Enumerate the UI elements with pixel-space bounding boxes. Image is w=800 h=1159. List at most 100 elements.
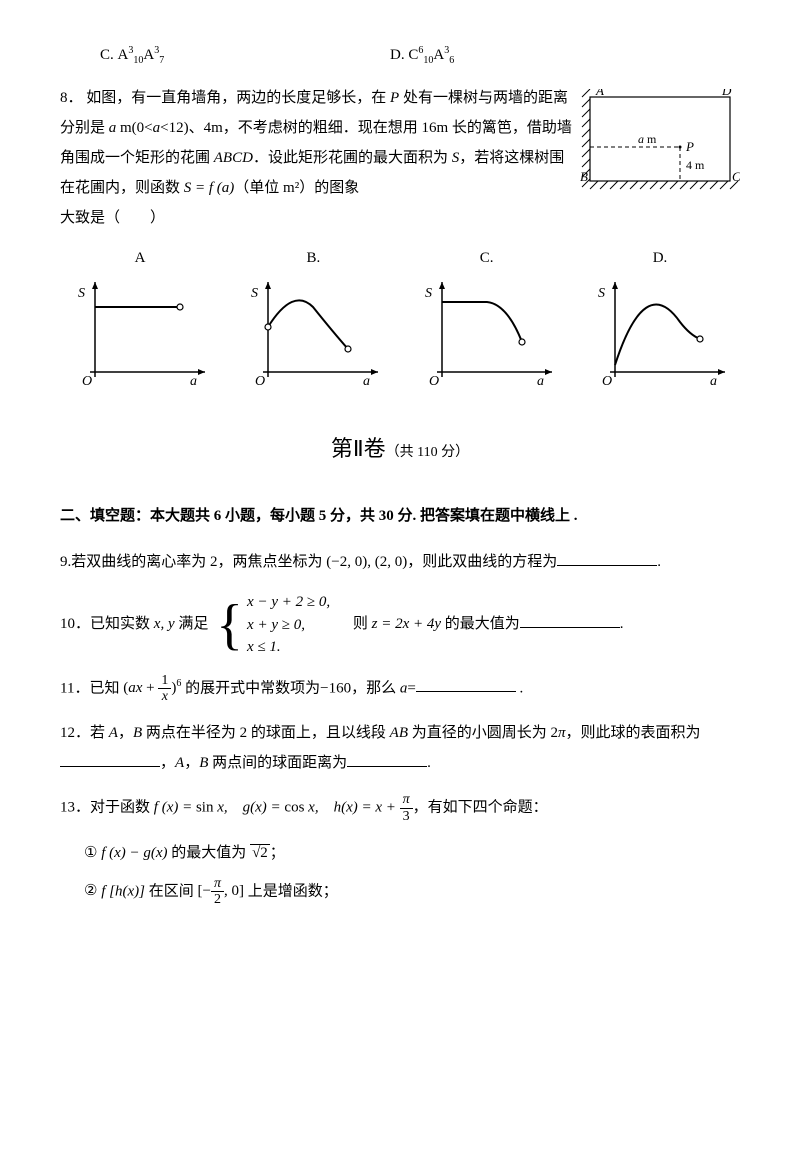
q8-opt-d-label: D. xyxy=(653,243,668,273)
svg-text:O: O xyxy=(82,374,92,387)
svg-text:O: O xyxy=(429,374,439,387)
q11-t1: 已知 xyxy=(89,680,123,696)
q12: 12．若 A，B 两点在半径为 2 的球面上，且以线段 AB 为直径的小圆周长为… xyxy=(60,718,740,778)
q9-blank xyxy=(557,551,657,566)
q8-text: 8． 如图，有一直角墙角，两边的长度足够长，在 P 处有一棵树与两墙的距离分别是… xyxy=(60,83,580,233)
opt-c-math: A310A37 xyxy=(118,47,165,63)
q8-body2: 大致是（ ） xyxy=(60,203,572,233)
q11-p: . xyxy=(516,680,524,696)
q10-z: z = 2x + 4y xyxy=(372,616,441,632)
q10: 10．已知实数 x, y 满足 { x − y + 2 ≥ 0, x + y ≥… xyxy=(60,591,740,659)
q10-p: . xyxy=(620,616,624,632)
q10-t1: 已知实数 xyxy=(90,616,154,632)
q12-t1: 若 A，B 两点在半径为 2 的球面上，且以线段 AB 为直径的小圆周长为 xyxy=(90,725,550,741)
q13-funcs: f (x) = sin x, g(x) = cos x, h(x) = x + xyxy=(154,800,400,816)
q12-num: 12． xyxy=(60,725,90,741)
q13-frac: π3 xyxy=(400,792,413,824)
q10-t2: 满足 xyxy=(178,616,212,632)
brace-icon: { xyxy=(216,597,243,653)
svg-text:a: a xyxy=(710,374,717,387)
chart-c-svg: S O a xyxy=(417,277,557,387)
q8-diagram: A D B C P a m 4 m xyxy=(580,89,740,210)
svg-text:a: a xyxy=(363,374,370,387)
q10-t4: 的最大值为 xyxy=(445,616,520,632)
q11-expr: (ax + 1x)6 xyxy=(123,680,181,696)
svg-text:a: a xyxy=(537,374,544,387)
q8-opt-c-label: C. xyxy=(480,243,494,273)
circled-1-icon: ① xyxy=(84,838,97,868)
q13-stmt2: ② f [h(x)] 在区间 [−π2, 0] 上是增函数； xyxy=(60,876,740,908)
svg-text:a: a xyxy=(190,374,197,387)
q8-num: 8． xyxy=(60,90,83,106)
svg-text:S: S xyxy=(78,286,85,301)
q8-option-b: B. S O a xyxy=(233,243,393,387)
q10-l1: x − y + 2 ≥ 0, xyxy=(247,591,330,614)
q10-xy: x, y xyxy=(154,616,175,632)
q13-stmt1: ① f (x) − g(x) 的最大值为 √2； xyxy=(60,838,740,868)
q13-t2: ，有如下四个命题： xyxy=(413,800,548,816)
q8-body1: 如图，有一直角墙角，两边的长度足够长，在 P 处有一棵树与两墙的距离分别是 a … xyxy=(60,90,572,196)
q11-blank xyxy=(416,677,516,692)
q9-t2: ，则此双曲线的方程为 xyxy=(407,554,557,570)
svg-text:S: S xyxy=(251,286,258,301)
section2-sub: （共 110 分） xyxy=(386,445,469,460)
q8-option-d: D. S O a xyxy=(580,243,740,387)
q9-t1: 若双曲线的离心率为 2，两焦点坐标为 xyxy=(71,554,326,570)
q12-blank1 xyxy=(60,752,160,767)
q9-coords: (−2, 0), (2, 0) xyxy=(326,554,407,570)
svg-text:B: B xyxy=(580,169,588,184)
q8: 8． 如图，有一直角墙角，两边的长度足够长，在 P 处有一棵树与两墙的距离分别是… xyxy=(60,83,740,233)
q13-s2d: 上是增函数； xyxy=(244,883,338,899)
q13: 13．对于函数 f (x) = sin x, g(x) = cos x, h(x… xyxy=(60,792,740,824)
circled-2-icon: ② xyxy=(84,876,97,906)
opt-d-math: C610A36 xyxy=(408,47,454,63)
svg-text:P: P xyxy=(685,139,694,154)
q9-num: 9. xyxy=(60,554,71,570)
svg-text:C: C xyxy=(732,169,740,184)
svg-text:S: S xyxy=(425,286,432,301)
q13-s1b: 的最大值为 xyxy=(168,845,251,861)
chart-d-svg: S O a xyxy=(590,277,730,387)
q11-num: 11． xyxy=(60,680,89,696)
q9: 9.若双曲线的离心率为 2，两焦点坐标为 (−2, 0), (2, 0)，则此双… xyxy=(60,547,740,577)
svg-text:a m: a m xyxy=(638,132,657,146)
q8-opt-b-label: B. xyxy=(306,243,320,273)
section2-main: 第Ⅱ卷 xyxy=(331,436,386,461)
q7-options-cd: C. A310A37 D. C610A36 xyxy=(60,40,740,71)
q13-s1a: f (x) − g(x) xyxy=(101,845,167,861)
q10-t3: 则 xyxy=(338,616,372,632)
q7-option-d: D. C610A36 xyxy=(390,40,454,71)
chart-b-svg: S O a xyxy=(243,277,383,387)
q12-t2: ，则此球的表面积为 xyxy=(566,725,701,741)
q10-blank xyxy=(520,613,620,628)
q13-s1d: ； xyxy=(270,845,285,861)
q13-t1: 对于函数 xyxy=(90,800,154,816)
fill-heading: 二、填空题：本大题共 6 小题，每小题 5 分，共 30 分. 把答案填在题中横… xyxy=(60,501,740,531)
opt-c-label: C. xyxy=(100,47,114,63)
svg-text:O: O xyxy=(255,374,265,387)
q12-p: . xyxy=(427,755,431,771)
opt-d-label: D. xyxy=(390,47,405,63)
q13-s2b: 在区间 xyxy=(145,883,198,899)
q11-t2: 的展开式中常数项为−160，那么 a= xyxy=(185,680,416,696)
q8-options-charts: A S O a B. S O a xyxy=(60,243,740,387)
q10-system: { x − y + 2 ≥ 0, x + y ≥ 0, x ≤ 1. xyxy=(216,591,330,659)
q13-s2-interval: [−π2, 0] xyxy=(197,883,243,899)
svg-text:D: D xyxy=(721,89,732,98)
q10-l3: x ≤ 1. xyxy=(247,636,330,659)
svg-text:A: A xyxy=(595,89,604,98)
q8-option-a: A S O a xyxy=(60,243,220,387)
q12-t3: ，A，B 两点间的球面距离为 xyxy=(160,755,347,771)
q12-2pi: 2π xyxy=(551,725,566,741)
svg-text:O: O xyxy=(602,374,612,387)
q13-s2a: f [h(x)] xyxy=(101,883,145,899)
svg-text:S: S xyxy=(598,286,605,301)
chart-a-svg: S O a xyxy=(70,277,210,387)
q10-sys-body: x − y + 2 ≥ 0, x + y ≥ 0, x ≤ 1. xyxy=(247,591,330,659)
q8-option-c: C. S O a xyxy=(407,243,567,387)
section2-title: 第Ⅱ卷（共 110 分） xyxy=(60,427,740,471)
q13-num: 13． xyxy=(60,800,90,816)
q8-opt-a-label: A xyxy=(135,243,146,273)
q7-option-c: C. A310A37 xyxy=(60,40,390,71)
q10-l2: x + y ≥ 0, xyxy=(247,614,330,637)
